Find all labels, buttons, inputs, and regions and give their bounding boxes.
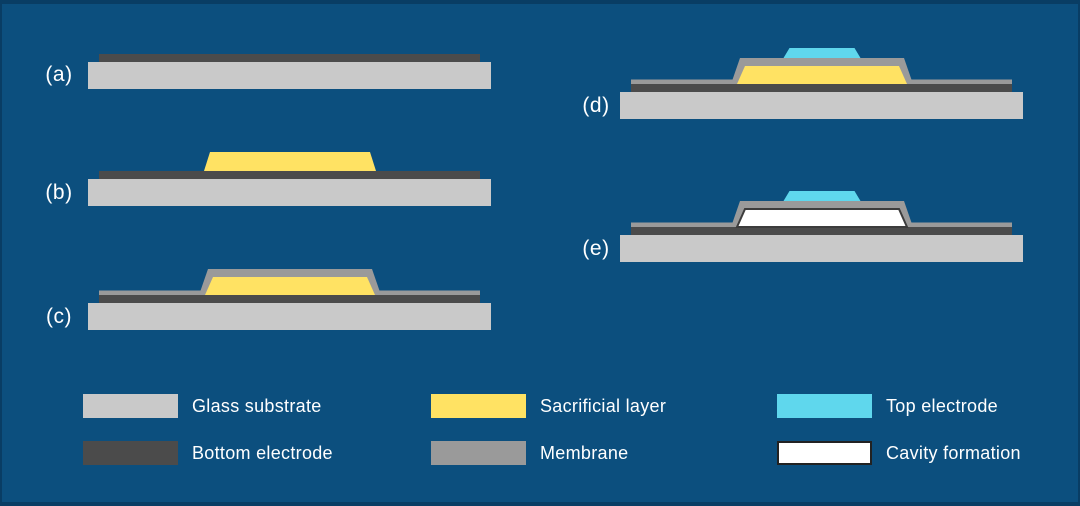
legend-item-glass-substrate: Glass substrate bbox=[83, 394, 322, 418]
legend-label-sacrificial-layer: Sacrificial layer bbox=[540, 395, 667, 416]
legend-label-top-electrode: Top electrode bbox=[886, 395, 998, 416]
step-label-e: (e) bbox=[582, 237, 610, 260]
layer-glass-substrate bbox=[88, 179, 491, 206]
layer-sacrificial-layer bbox=[737, 66, 907, 84]
layer-glass-substrate bbox=[620, 92, 1023, 119]
step-label-b: (b) bbox=[45, 181, 73, 204]
device-cross-section-a bbox=[88, 54, 491, 89]
step-label-c: (c) bbox=[46, 305, 72, 328]
layer-glass-substrate bbox=[88, 62, 491, 89]
legend-item-sacrificial-layer: Sacrificial layer bbox=[431, 394, 666, 418]
device-cross-section-b bbox=[88, 152, 491, 206]
layer-bottom-electrode bbox=[99, 54, 480, 62]
layer-top-electrode bbox=[783, 191, 861, 201]
layer-glass-substrate bbox=[88, 303, 491, 330]
top-electrode-swatch bbox=[777, 394, 872, 418]
legend-item-top-electrode: Top electrode bbox=[777, 394, 998, 418]
layer-bottom-electrode bbox=[631, 227, 1012, 235]
device-cross-section-e bbox=[620, 191, 1023, 262]
layer-top-electrode bbox=[783, 48, 861, 58]
legend-label-membrane: Membrane bbox=[540, 442, 629, 463]
legend-item-cavity-formation: Cavity formation bbox=[777, 441, 1021, 465]
layer-bottom-electrode bbox=[99, 171, 480, 179]
legend-label-bottom-electrode: Bottom electrode bbox=[192, 442, 333, 463]
legend-item-membrane: Membrane bbox=[431, 441, 628, 465]
device-cross-section-c bbox=[88, 269, 491, 330]
legend-label-cavity-formation: Cavity formation bbox=[886, 442, 1021, 463]
layer-bottom-electrode bbox=[99, 295, 480, 303]
layer-sacrificial-layer bbox=[204, 152, 376, 171]
cavity-formation-swatch bbox=[777, 441, 872, 465]
layer-glass-substrate bbox=[620, 235, 1023, 262]
legend-item-bottom-electrode: Bottom electrode bbox=[83, 441, 333, 465]
device-cross-section-d bbox=[620, 48, 1023, 119]
step-label-d: (d) bbox=[582, 94, 610, 117]
layer-cavity-formation bbox=[735, 208, 909, 228]
sacrificial-layer-swatch bbox=[431, 394, 526, 418]
glass-substrate-swatch bbox=[83, 394, 178, 418]
layer-sacrificial-layer bbox=[205, 277, 375, 295]
step-label-a: (a) bbox=[45, 63, 73, 86]
layer-bottom-electrode bbox=[631, 84, 1012, 92]
bottom-electrode-swatch bbox=[83, 441, 178, 465]
legend-label-glass-substrate: Glass substrate bbox=[192, 395, 322, 416]
membrane-swatch bbox=[431, 441, 526, 465]
